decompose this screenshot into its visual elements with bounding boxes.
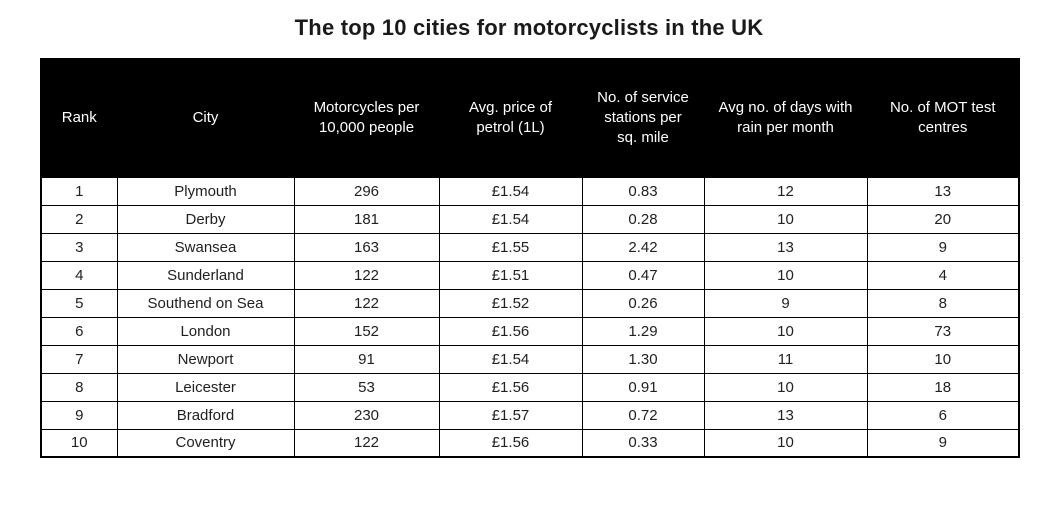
table-cell: Swansea — [116, 232, 295, 262]
table-cell: 4 — [40, 260, 118, 290]
table-cell: 122 — [293, 260, 440, 290]
table-cell: 3 — [40, 232, 118, 262]
table-cell: 20 — [866, 204, 1020, 234]
page-title: The top 10 cities for motorcyclists in t… — [294, 15, 764, 40]
table-cell: 7 — [40, 344, 118, 374]
table-cell: Newport — [116, 344, 295, 374]
table-cell: £1.54 — [438, 344, 583, 374]
table-cell: 0.47 — [581, 260, 705, 290]
table-cell: Derby — [116, 204, 295, 234]
table-header: Rank City Motorcycles per 10,000 people Avg… — [40, 58, 1020, 178]
column-header-3: Avg. price of petrol (1L) — [438, 58, 583, 178]
table-cell: £1.54 — [438, 176, 583, 206]
table-cell: 13 — [703, 400, 868, 430]
table-cell: 9 — [40, 400, 118, 430]
header-row: Rank City Motorcycles per 10,000 people Avg… — [40, 58, 1020, 178]
table-row: 6 London 152 £1.56 1.29 10 73 — [40, 316, 1020, 346]
table-cell: £1.51 — [438, 260, 583, 290]
table-row: 1 Plymouth 296 £1.54 0.83 12 13 — [40, 176, 1020, 206]
table-cell: 11 — [703, 344, 868, 374]
table-cell: 2.42 — [581, 232, 705, 262]
table-cell: 10 — [703, 204, 868, 234]
table-cell: 2 — [40, 204, 118, 234]
table-cell: 1 — [40, 176, 118, 206]
table-cell: 1.29 — [581, 316, 705, 346]
table-cell: 9 — [866, 428, 1020, 458]
table-cell: Plymouth — [116, 176, 295, 206]
table-row: 4 Sunderland 122 £1.51 0.47 10 4 — [40, 260, 1020, 290]
table-cell: 122 — [293, 428, 440, 458]
table-cell: Coventry — [116, 428, 295, 458]
table-cell: 10 — [866, 344, 1020, 374]
table-cell: 10 — [703, 372, 868, 402]
table-cell: 5 — [40, 288, 118, 318]
table-cell: £1.57 — [438, 400, 583, 430]
table-cell: 9 — [866, 232, 1020, 262]
table-cell: 163 — [293, 232, 440, 262]
table-cell: 13 — [703, 232, 868, 262]
table-cell: 0.72 — [581, 400, 705, 430]
table-cell: 73 — [866, 316, 1020, 346]
table-cell: 0.33 — [581, 428, 705, 458]
table-cell: 152 — [293, 316, 440, 346]
table-cell: 0.28 — [581, 204, 705, 234]
column-header-1: City — [116, 58, 295, 178]
table-cell: 181 — [293, 204, 440, 234]
table-cell: 8 — [40, 372, 118, 402]
table-cell: Sunderland — [116, 260, 295, 290]
table-cell: £1.56 — [438, 372, 583, 402]
column-header-5: Avg no. of days with rain per month — [703, 58, 868, 178]
table-cell: 6 — [40, 316, 118, 346]
table-cell: 18 — [866, 372, 1020, 402]
table-row: 2 Derby 181 £1.54 0.28 10 20 — [40, 204, 1020, 234]
table-body: 1 Plymouth 296 £1.54 0.83 12 13 2 Derby 181 £1.54 0… — [40, 176, 1020, 458]
table-cell: 0.83 — [581, 176, 705, 206]
table-cell: 296 — [293, 176, 440, 206]
table-cell: London — [116, 316, 295, 346]
top-cities-table: Rank City Motorcycles per 10,000 people Avg… — [40, 58, 1020, 458]
table-cell: 6 — [866, 400, 1020, 430]
table-cell: 10 — [703, 428, 868, 458]
table-row: 5 Southend on Sea 122 £1.52 0.26 9 8 — [40, 288, 1020, 318]
table-cell: £1.54 — [438, 204, 583, 234]
table-container: Rank City Motorcycles per 10,000 people Avg… — [40, 58, 1020, 458]
table-cell: 122 — [293, 288, 440, 318]
page: The top 10 cities for motorcyclists in t… — [0, 15, 1058, 458]
column-header-0: Rank — [40, 58, 118, 178]
table-cell: £1.56 — [438, 428, 583, 458]
table-cell: Bradford — [116, 400, 295, 430]
table-cell: 230 — [293, 400, 440, 430]
table-cell: 4 — [866, 260, 1020, 290]
table-row: 8 Leicester 53 £1.56 0.91 10 18 — [40, 372, 1020, 402]
table-cell: 13 — [866, 176, 1020, 206]
table-cell: 53 — [293, 372, 440, 402]
table-cell: 10 — [703, 260, 868, 290]
table-cell: £1.52 — [438, 288, 583, 318]
table-cell: 12 — [703, 176, 868, 206]
table-cell: £1.55 — [438, 232, 583, 262]
column-header-6: No. of MOT test centres — [866, 58, 1020, 178]
table-cell: 1.30 — [581, 344, 705, 374]
table-cell: 91 — [293, 344, 440, 374]
table-cell: 10 — [40, 428, 118, 458]
table-cell: 10 — [703, 316, 868, 346]
table-cell: 9 — [703, 288, 868, 318]
column-header-4: No. of service stations per sq. mile — [581, 58, 705, 178]
table-row: 9 Bradford 230 £1.57 0.72 13 6 — [40, 400, 1020, 430]
table-cell: £1.56 — [438, 316, 583, 346]
table-row: 7 Newport 91 £1.54 1.30 11 10 — [40, 344, 1020, 374]
column-header-2: Motorcycles per 10,000 people — [293, 58, 440, 178]
table-row: 10 Coventry 122 £1.56 0.33 10 9 — [40, 428, 1020, 458]
table-row: 3 Swansea 163 £1.55 2.42 13 9 — [40, 232, 1020, 262]
table-cell: 0.26 — [581, 288, 705, 318]
table-cell: 0.91 — [581, 372, 705, 402]
table-cell: Southend on Sea — [116, 288, 295, 318]
table-cell: 8 — [866, 288, 1020, 318]
table-cell: Leicester — [116, 372, 295, 402]
